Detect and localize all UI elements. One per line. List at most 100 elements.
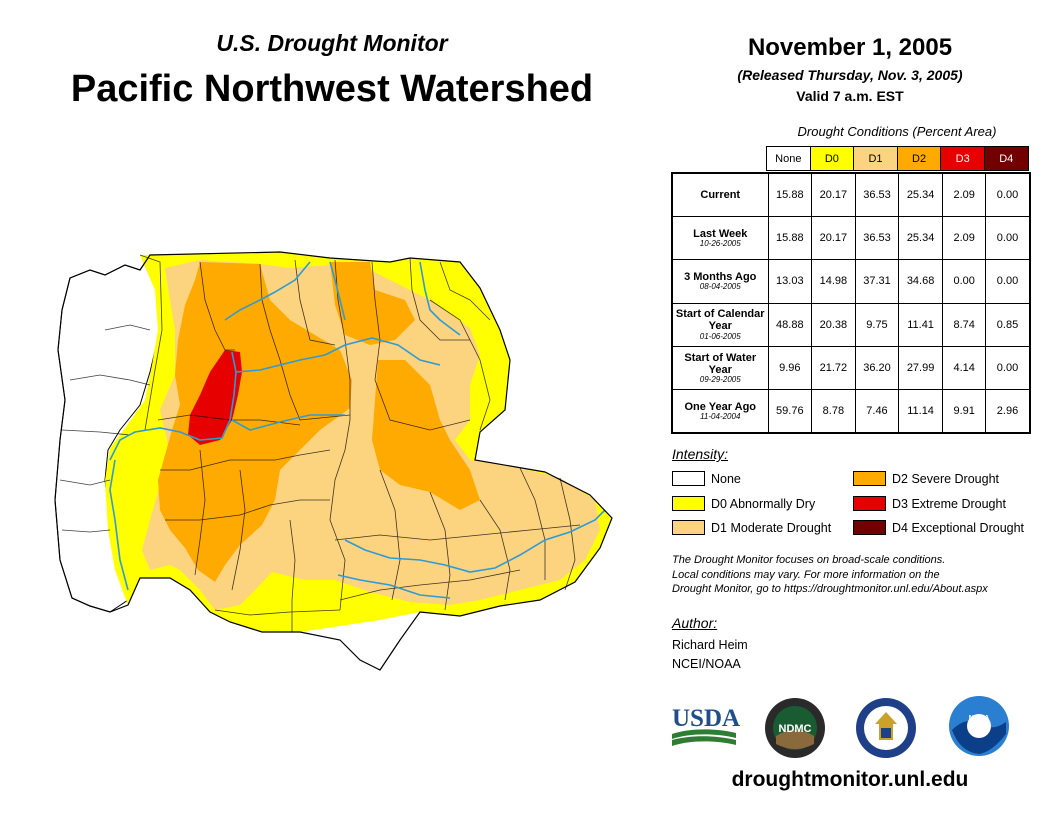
row-label-date: 09-29-2005 — [699, 374, 741, 384]
row-label-text: Start of Water Year — [684, 351, 757, 376]
cell-d0: 14.98 — [811, 259, 856, 304]
usda-logo-text: USDA — [672, 705, 740, 732]
legend-caption: Intensity: — [672, 446, 729, 462]
table-row: Last Week 10-26-2005 15.88 20.17 36.53 25.34 2… — [671, 215, 1031, 261]
table-header: None D0 D1 D2 D3 D4 — [766, 146, 1029, 171]
disclaimer-note: The Drought Monitor focuses on broad-sca… — [672, 553, 1032, 597]
row-label-text: Start of Calendar Year — [675, 308, 765, 333]
legend-swatch-d4 — [853, 520, 886, 535]
cell-d4: 0.85 — [985, 302, 1031, 348]
ndmc-logo: NDMC — [765, 698, 825, 758]
table-row: 3 Months Ago 08-04-2005 13.03 14.98 37.31 34.… — [671, 259, 1031, 304]
cell-d0: 20.17 — [811, 172, 856, 217]
cell-d4: 0.00 — [985, 346, 1031, 391]
cell-d0: 21.72 — [811, 346, 856, 391]
legend-label-none: None — [711, 472, 741, 486]
row-label: Last Week 10-26-2005 — [671, 215, 769, 261]
legend-label-d4: D4 Exceptional Drought — [892, 521, 1025, 535]
legend-label-d0: D0 Abnormally Dry — [711, 497, 816, 511]
website-link[interactable]: droughtmonitor.unl.edu — [731, 768, 969, 791]
row-label: One Year Ago 11-04-2004 — [671, 389, 769, 434]
cell-d3: 4.14 — [941, 346, 987, 391]
cell-d1: 36.53 — [854, 215, 900, 261]
cell-none: 48.88 — [767, 302, 813, 348]
cell-d1: 7.46 — [854, 389, 900, 434]
cell-d1: 9.75 — [854, 302, 900, 348]
legend-swatch-d0 — [672, 496, 705, 511]
col-header-d2: D2 — [896, 146, 942, 171]
table-row: Current 15.88 20.17 36.53 25.34 2.09 0.00 — [671, 172, 1031, 217]
row-label: Current — [671, 172, 769, 217]
cell-d0: 20.38 — [811, 302, 856, 348]
row-label: 3 Months Ago 08-04-2005 — [671, 259, 769, 304]
row-label-text: Last Week — [693, 227, 748, 240]
noaa-logo-text: NOAA — [969, 715, 990, 722]
row-label-date: 08-04-2005 — [699, 282, 741, 292]
cell-none: 59.76 — [767, 389, 813, 434]
drought-map — [54, 251, 613, 671]
cell-d0: 20.17 — [811, 215, 856, 261]
noaa-logo: NOAA — [949, 696, 1009, 756]
note-line-1: The Drought Monitor focuses on broad-sca… — [672, 554, 946, 566]
cell-d4: 0.00 — [985, 259, 1031, 304]
cell-d2: 11.14 — [898, 389, 943, 434]
legend-label-d2: D2 Severe Drought — [892, 472, 1000, 486]
cell-d1: 36.53 — [854, 172, 900, 217]
cell-d2: 11.41 — [898, 302, 943, 348]
col-header-d3: D3 — [940, 146, 985, 171]
cell-d4: 0.00 — [985, 215, 1031, 261]
cell-d3: 9.91 — [941, 389, 987, 434]
valid-time: Valid 7 a.m. EST — [796, 88, 904, 104]
cell-d4: 2.96 — [985, 389, 1031, 434]
rivers — [109, 261, 606, 599]
row-label-date: 01-06-2005 — [699, 331, 741, 341]
legend-label-d3: D3 Extreme Drought — [892, 497, 1006, 511]
col-header-d0: D0 — [809, 146, 855, 171]
cell-none: 9.96 — [767, 346, 813, 391]
cell-d0: 8.78 — [811, 389, 856, 434]
author-org: NCEI/NOAA — [672, 657, 741, 671]
map-title: Pacific Northwest Watershed — [70, 68, 594, 110]
watershed-boundaries — [59, 254, 581, 632]
legend-swatch-d1 — [672, 520, 705, 535]
row-label-date: 11-04-2004 — [700, 412, 741, 422]
row-label-date: 10-26-2005 — [699, 238, 741, 248]
cell-d2: 25.34 — [898, 215, 943, 261]
table-row: One Year Ago 11-04-2004 59.76 8.78 7.46 11.14… — [671, 389, 1031, 434]
table-caption: Drought Conditions (Percent Area) — [797, 124, 997, 139]
cell-d2: 27.99 — [898, 346, 943, 391]
ndmc-logo-text: NDMC — [779, 723, 812, 735]
author-caption: Author: — [672, 615, 718, 631]
col-header-d4: D4 — [983, 146, 1029, 171]
cell-d3: 2.09 — [941, 172, 987, 217]
cell-d4: 0.00 — [985, 172, 1031, 217]
row-label-text: Current — [700, 188, 741, 201]
cell-d3: 8.74 — [941, 302, 987, 348]
region-d2-north — [330, 262, 415, 345]
cell-none: 15.88 — [767, 172, 813, 217]
cell-d1: 37.31 — [854, 259, 900, 304]
cell-none: 15.88 — [767, 215, 813, 261]
cell-d3: 2.09 — [941, 215, 987, 261]
region-d2-west — [158, 262, 352, 582]
commerce-seal — [856, 698, 916, 758]
row-label: Start of Water Year 09-29-2005 — [671, 346, 769, 391]
release-date: (Released Thursday, Nov. 3, 2005) — [737, 67, 963, 83]
cell-none: 13.03 — [767, 259, 813, 304]
cell-d2: 25.34 — [898, 172, 943, 217]
cell-d2: 34.68 — [898, 259, 943, 304]
legend-swatch-d3 — [853, 496, 886, 511]
note-line-3: Drought Monitor, go to https://droughtmo… — [672, 583, 988, 595]
author-name: Richard Heim — [672, 638, 748, 652]
row-label-text: One Year Ago — [684, 400, 757, 413]
drought-table: Current 15.88 20.17 36.53 25.34 2.09 0.00 Last … — [671, 172, 1031, 435]
region-d3 — [188, 350, 242, 445]
col-header-none: None — [766, 146, 811, 171]
row-label-text: 3 Months Ago — [684, 271, 757, 284]
usda-logo: USDA — [672, 705, 740, 746]
legend-swatch-none — [672, 471, 705, 486]
legend-swatch-d2 — [853, 471, 886, 486]
map-outline — [54, 251, 613, 671]
table-row: Start of Calendar Year 01-06-2005 48.88 20.… — [671, 302, 1031, 348]
legend-label-d1: D1 Moderate Drought — [711, 521, 832, 535]
